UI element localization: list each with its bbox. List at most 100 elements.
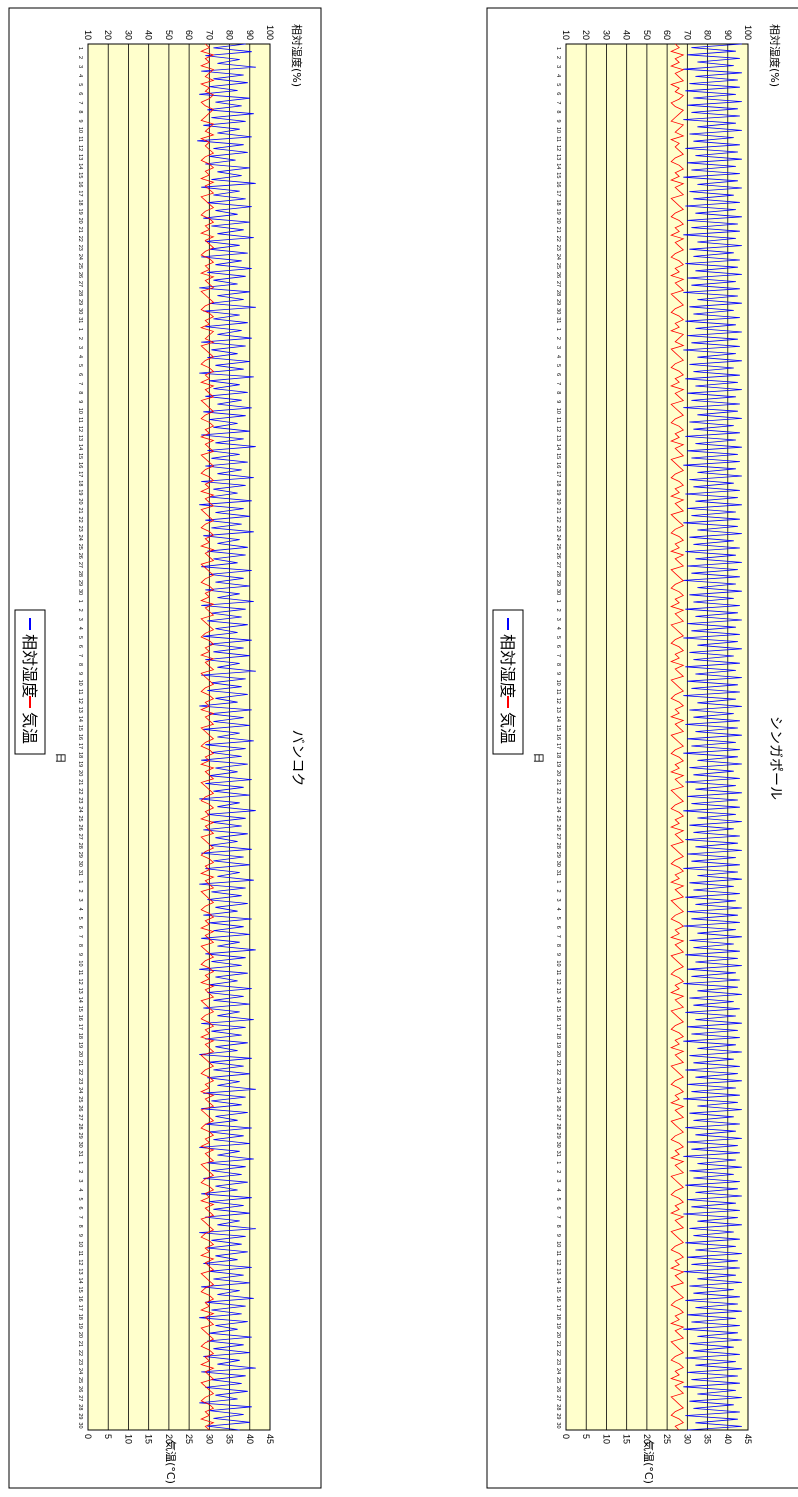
- y-axis-left-label: 相対湿度(%): [768, 24, 782, 87]
- x-tick-label: 7: [555, 654, 561, 657]
- x-tick-label: 14: [77, 1277, 83, 1283]
- x-tick-label: 23: [555, 1078, 561, 1084]
- x-tick-label: 4: [77, 627, 83, 630]
- y-tick-label-right: 0: [83, 1434, 93, 1439]
- x-tick-label: 9: [555, 953, 561, 956]
- x-tick-label: 8: [555, 663, 561, 666]
- y-tick-label-right: 35: [225, 1434, 235, 1444]
- x-tick-label: 10: [77, 680, 83, 686]
- x-tick-label: 25: [555, 544, 561, 550]
- plot-area: [87, 43, 271, 1431]
- y-tick-label-left: 10: [561, 30, 571, 40]
- x-tick-label: 30: [77, 308, 83, 314]
- x-tick-label: 16: [555, 734, 561, 740]
- x-tick-label: 14: [555, 716, 561, 722]
- x-tick-label: 15: [77, 725, 83, 731]
- x-tick-label: 3: [555, 899, 561, 902]
- x-tick-label: 30: [77, 589, 83, 595]
- x-tick-label: 27: [77, 1395, 83, 1401]
- x-tick-label: 19: [555, 209, 561, 215]
- x-tick-label: 10: [555, 127, 561, 133]
- y-axis-right-ticks: 45 40 35 30 25 20 15 10 5 0: [83, 1434, 275, 1444]
- x-tick-label: 26: [555, 1386, 561, 1392]
- x-tick-label: 25: [77, 1096, 83, 1102]
- x-tick-label: 20: [77, 1051, 83, 1057]
- x-tick-label: 19: [555, 1042, 561, 1048]
- x-tick-label: 17: [555, 743, 561, 749]
- x-tick-label: 7: [77, 101, 83, 104]
- x-tick-label: 25: [555, 1096, 561, 1102]
- x-tick-label: 19: [555, 1323, 561, 1329]
- x-tick-label: 31: [77, 870, 83, 876]
- x-tick-label: 22: [77, 1069, 83, 1075]
- y-tick-label-right: 35: [703, 1434, 713, 1444]
- x-tick-label: 22: [77, 1350, 83, 1356]
- y-tick-label-left: 70: [682, 30, 692, 40]
- legend-box: [492, 609, 524, 755]
- x-tick-label: 23: [555, 526, 561, 532]
- x-tick-label: 11: [77, 136, 83, 142]
- x-tick-label: 9: [555, 119, 561, 122]
- x-tick-label: 11: [555, 970, 561, 976]
- x-tick-label: 15: [555, 1006, 561, 1012]
- x-tick-label: 7: [555, 1216, 561, 1219]
- y-axis-right-label: 気温(°C): [164, 1440, 178, 1484]
- y-tick-label-right: 45: [743, 1434, 753, 1444]
- x-tick-label: 7: [555, 101, 561, 104]
- x-tick-label: 2: [77, 889, 83, 892]
- legend-label-humidity: 相対湿度: [498, 634, 517, 698]
- x-tick-label: 4: [77, 74, 83, 77]
- x-tick-label: 29: [77, 580, 83, 586]
- x-tick-label: 18: [77, 1314, 83, 1320]
- x-tick-label: 30: [77, 1422, 83, 1428]
- x-tick-label: 7: [555, 935, 561, 938]
- x-tick-label: 6: [77, 373, 83, 376]
- x-tick-label: 18: [555, 199, 561, 205]
- x-tick-label: 25: [555, 815, 561, 821]
- x-tick-label: 9: [77, 400, 83, 403]
- x-tick-label: 2: [555, 1170, 561, 1173]
- x-tick-label: 1: [77, 328, 83, 331]
- x-tick-label: 20: [77, 218, 83, 224]
- x-tick-label: 6: [555, 1207, 561, 1210]
- x-tick-label: 2: [77, 1170, 83, 1173]
- x-tick-label: 20: [555, 1332, 561, 1338]
- x-tick-label: 18: [77, 480, 83, 486]
- x-tick-label: 16: [77, 462, 83, 468]
- x-tick-label: 29: [555, 852, 561, 858]
- y-tick-label-left: 100: [265, 25, 275, 40]
- x-tick-label: 10: [555, 960, 561, 966]
- x-tick-label: 10: [555, 1241, 561, 1247]
- x-tick-label: 26: [77, 272, 83, 278]
- y-tick-label-right: 15: [622, 1434, 632, 1444]
- y-tick-label-right: 20: [642, 1434, 652, 1444]
- x-tick-label: 23: [77, 797, 83, 803]
- x-tick-label: 28: [555, 1404, 561, 1410]
- x-tick-label: 17: [555, 1305, 561, 1311]
- x-tick-label: 6: [77, 1207, 83, 1210]
- x-axis-ticks: 1234567891011121314151617181920212223242…: [555, 47, 561, 1429]
- x-tick-label: 5: [77, 917, 83, 920]
- x-tick-label: 24: [555, 1368, 561, 1374]
- x-tick-label: 24: [555, 1087, 561, 1093]
- x-tick-label: 16: [555, 181, 561, 187]
- x-tick-label: 28: [77, 571, 83, 577]
- legend: 相対湿度 気温: [14, 609, 46, 755]
- x-tick-label: 8: [555, 391, 561, 394]
- y-axis-left-ticks: 100 90 80 70 60 50 40 30 20 10: [83, 25, 275, 40]
- y-tick-label-right: 30: [204, 1434, 214, 1444]
- x-tick-label: 21: [77, 507, 83, 513]
- x-tick-label: 1: [555, 328, 561, 331]
- x-tick-label: 27: [555, 834, 561, 840]
- x-tick-label: 5: [555, 364, 561, 367]
- x-tick-label: 12: [555, 145, 561, 151]
- x-tick-label: 21: [555, 507, 561, 513]
- x-tick-label: 17: [77, 471, 83, 477]
- x-tick-label: 29: [77, 1133, 83, 1139]
- x-tick-label: 19: [77, 1042, 83, 1048]
- x-tick-label: 27: [77, 1114, 83, 1120]
- legend-label-humidity: 相対湿度: [20, 634, 39, 698]
- x-tick-label: 20: [555, 1051, 561, 1057]
- x-tick-label: 7: [77, 1216, 83, 1219]
